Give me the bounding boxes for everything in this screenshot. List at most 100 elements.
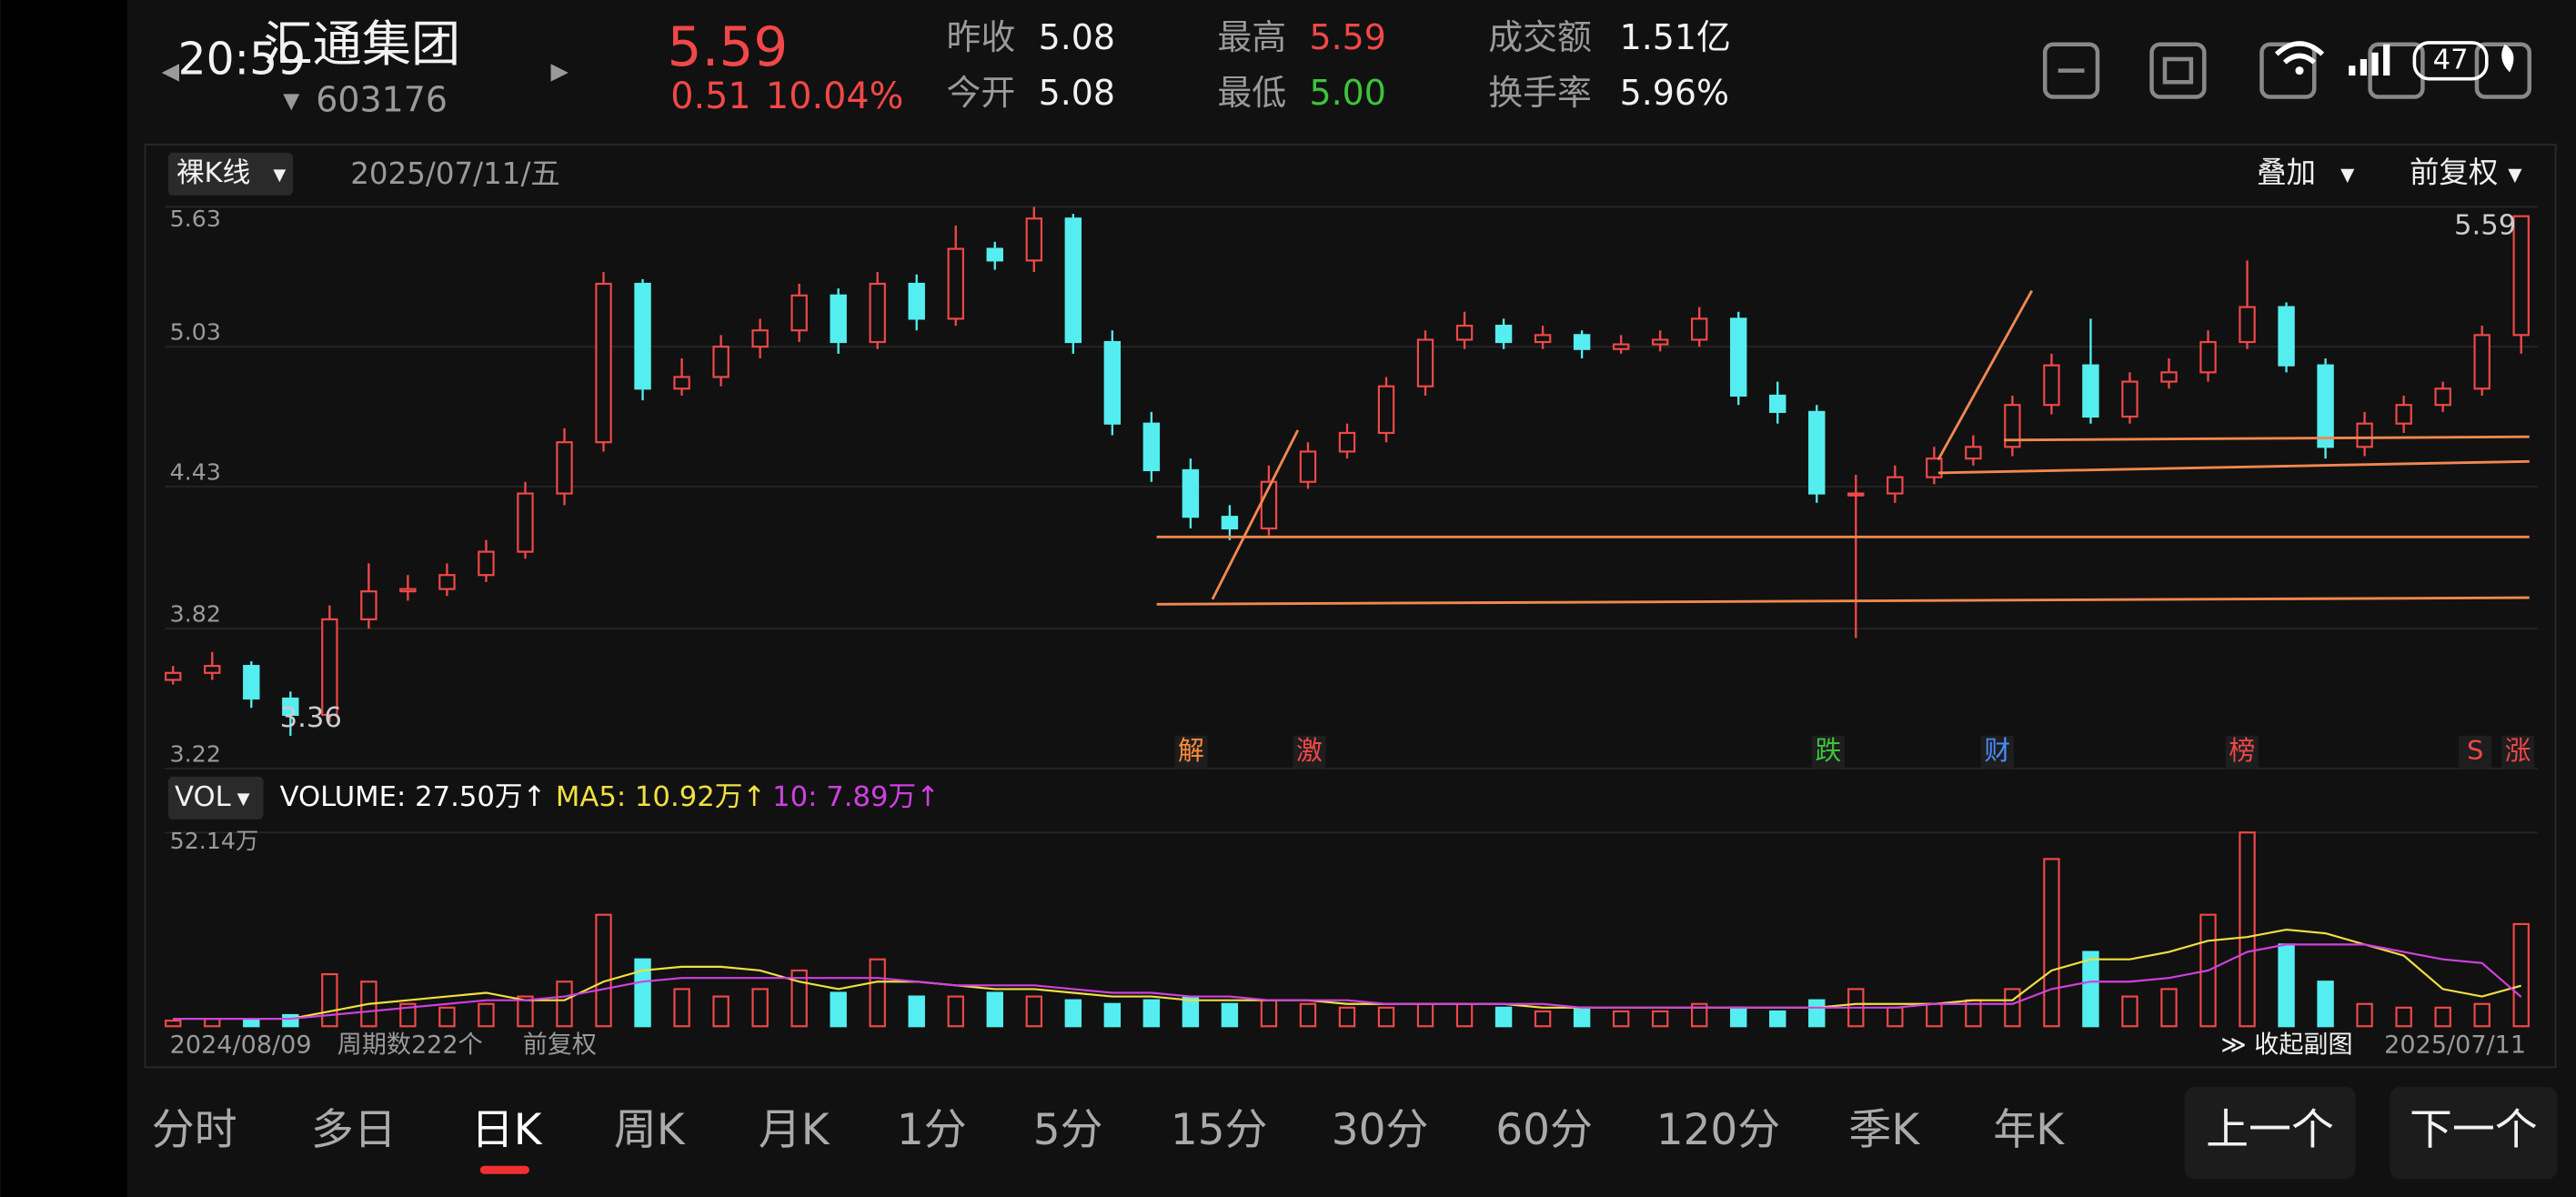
mode-label[interactable]: 裸K线	[176, 157, 250, 189]
candle-body	[2121, 380, 2138, 418]
change-pct: 10.04%	[766, 75, 903, 117]
tab[interactable]: 月K	[759, 1105, 830, 1155]
event-marker[interactable]: 榜	[2229, 735, 2255, 766]
chart-panel	[144, 143, 2557, 1069]
volume-bar	[1455, 1002, 1474, 1028]
icon-menu[interactable]	[2368, 42, 2425, 99]
prev-arrow[interactable]: ◀	[162, 57, 180, 84]
next-button[interactable]	[2390, 1087, 2558, 1180]
volume-bar	[1416, 1002, 1434, 1028]
volume-bar	[1651, 1010, 1669, 1028]
candle-body	[1455, 325, 1474, 341]
tab[interactable]: 15分	[1171, 1105, 1268, 1155]
tabs: 分时 多日 日K 周K 月K 1分 5分 15分 30分 60分 120分 季K 年K	[152, 1105, 2065, 1174]
collapse[interactable]: ≫ 收起副图	[2220, 1031, 2352, 1059]
volume-bar	[869, 958, 886, 1028]
candle-body	[2317, 364, 2334, 448]
prev-button[interactable]	[2184, 1087, 2356, 1180]
candle-body	[2356, 422, 2373, 448]
event-marker[interactable]: 解	[1178, 735, 1204, 766]
tab[interactable]: 季K	[1848, 1105, 1920, 1155]
volume-bar	[986, 991, 1003, 1028]
code-caret[interactable]: ▼	[283, 87, 299, 113]
candle-body	[1730, 317, 1747, 397]
event-marker-box[interactable]	[2501, 735, 2535, 769]
tab[interactable]: 周K	[614, 1105, 686, 1155]
candle-body	[2043, 364, 2060, 407]
vol-button[interactable]	[167, 776, 264, 820]
tab[interactable]: 1分	[897, 1105, 967, 1155]
icon-screen[interactable]	[2149, 42, 2207, 99]
next-label[interactable]: 下一个	[2410, 1105, 2538, 1155]
caret: ▼	[2340, 165, 2355, 186]
min-label: 3.36	[280, 702, 342, 734]
candle-body	[360, 590, 377, 620]
tab[interactable]: 120分	[1656, 1105, 1780, 1155]
volume-bar	[2356, 1002, 2373, 1028]
event-marker-box[interactable]	[1174, 735, 1208, 769]
candle-body	[1103, 340, 1122, 425]
candle-body	[869, 282, 886, 344]
event-marker-box[interactable]	[1980, 735, 2014, 769]
icon-minus[interactable]	[2042, 42, 2100, 99]
event-marker[interactable]: S	[2467, 735, 2483, 766]
icon-more[interactable]	[2474, 42, 2531, 99]
candle-body	[751, 329, 769, 348]
tab[interactable]: 日K	[471, 1105, 543, 1155]
volume-bar	[1221, 1002, 1239, 1028]
footer-adjust: 前复权	[523, 1031, 597, 1059]
candle-body	[1651, 338, 1669, 346]
volume-bar	[243, 1018, 260, 1028]
event-marker-box[interactable]	[1811, 735, 1845, 769]
mode-button[interactable]	[167, 152, 294, 196]
tab[interactable]: 年K	[1993, 1105, 2065, 1155]
volume-bar	[1025, 995, 1043, 1028]
candle-body	[673, 376, 690, 390]
event-marker[interactable]: 跌	[1815, 735, 1841, 766]
status-icons	[2274, 41, 2514, 81]
legend-ma10: 10: 7.89万↑	[772, 781, 940, 813]
ma-line	[173, 943, 2522, 1021]
candle-body	[986, 247, 1003, 262]
event-marker-box[interactable]	[2459, 735, 2492, 769]
volume-bar	[321, 972, 338, 1028]
battery-level: 47	[2433, 44, 2469, 75]
event-marker[interactable]: 涨	[2505, 735, 2531, 766]
volume-bar	[2043, 858, 2060, 1028]
next-arrow[interactable]: ▶	[550, 57, 569, 84]
candle-body	[1142, 422, 1161, 472]
tab[interactable]: 5分	[1033, 1105, 1103, 1155]
vol-label[interactable]: VOL	[175, 781, 231, 813]
candle-body	[1612, 343, 1630, 350]
tab[interactable]: 多日	[311, 1105, 397, 1155]
overlay[interactable]: 叠加	[2257, 155, 2316, 189]
candle-body	[321, 618, 338, 717]
volume-bar	[634, 958, 651, 1028]
volume-bar	[1377, 1006, 1395, 1028]
candle-body	[830, 294, 847, 344]
event-marker-box[interactable]	[1293, 735, 1326, 769]
event-marker[interactable]: 激	[1296, 735, 1323, 766]
candle-body	[908, 282, 925, 320]
volume-bar	[2082, 951, 2099, 1028]
stat-label: 今开	[947, 73, 1016, 113]
event-marker[interactable]: 财	[1984, 735, 2010, 766]
event-marker-box[interactable]	[2225, 735, 2259, 769]
stat-value: 5.00	[1309, 73, 1385, 113]
tab[interactable]: 分时	[152, 1105, 237, 1155]
stock-code: 603176	[316, 79, 448, 119]
adjust[interactable]: 前复权	[2410, 155, 2498, 189]
volume-bar	[438, 1006, 456, 1028]
prev-label[interactable]: 上一个	[2206, 1105, 2334, 1155]
y-tick-label: 52.14万	[170, 828, 259, 854]
candle-body	[1338, 431, 1356, 453]
tab[interactable]: 60分	[1495, 1105, 1593, 1155]
candle-body	[1808, 410, 1826, 495]
y-tick-label: 5.03	[170, 319, 221, 346]
volume-bar	[282, 1013, 299, 1028]
candle-body	[1887, 476, 1904, 495]
candle-body	[1690, 317, 1708, 341]
tab[interactable]: 30分	[1332, 1105, 1429, 1155]
candle-body	[2278, 306, 2295, 367]
volume-bar	[2004, 988, 2021, 1028]
